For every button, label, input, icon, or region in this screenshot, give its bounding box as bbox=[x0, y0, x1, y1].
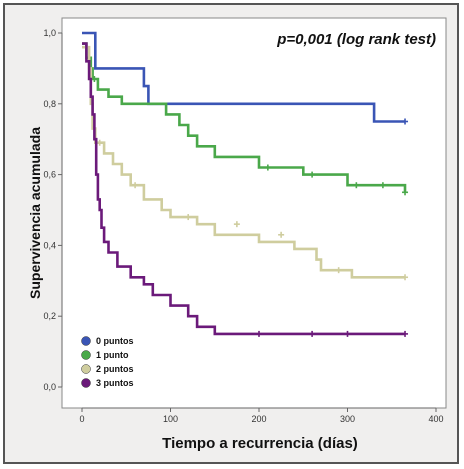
censor-mark bbox=[344, 330, 351, 337]
series-layer bbox=[82, 31, 409, 337]
legend-marker bbox=[81, 336, 91, 346]
x-axis-title: Tiempo a recurrencia (días) bbox=[162, 435, 358, 452]
legend-marker bbox=[81, 364, 91, 374]
censor-mark bbox=[309, 171, 316, 178]
censor-mark bbox=[91, 76, 98, 83]
censor-mark bbox=[379, 182, 386, 189]
censor-mark bbox=[335, 267, 342, 274]
censor-mark bbox=[278, 231, 285, 238]
censor-mark bbox=[96, 139, 103, 146]
survival-curve-series-0 bbox=[82, 31, 405, 123]
y-tick-label: 0,6 bbox=[43, 170, 56, 180]
legend: 0 puntos 1 punto 2 puntos 3 puntos bbox=[81, 336, 134, 388]
legend-label: 3 puntos bbox=[96, 378, 134, 388]
legend-marker bbox=[81, 350, 91, 360]
axes: 0 100 200 300 400 0,0 0,2 0,4 0,6 0,8 1,0 bbox=[43, 28, 443, 424]
censor-mark bbox=[309, 330, 316, 337]
censor-mark bbox=[402, 189, 409, 196]
log-rank-annotation: p=0,001 (log rank test) bbox=[276, 31, 436, 48]
x-tick-label: 300 bbox=[340, 414, 355, 424]
survival-curve-series-2 bbox=[82, 45, 405, 279]
censor-mark bbox=[132, 182, 139, 189]
legend-label: 1 punto bbox=[96, 350, 129, 360]
legend-label: 0 puntos bbox=[96, 336, 134, 346]
censor-mark bbox=[402, 118, 409, 125]
y-tick-label: 0,8 bbox=[43, 99, 56, 109]
censor-mark bbox=[264, 164, 271, 171]
survival-curve-series-3 bbox=[82, 42, 405, 336]
censor-mark bbox=[256, 330, 262, 337]
y-axis-title: Supervivencia acumulada bbox=[27, 127, 43, 299]
plot-area bbox=[61, 17, 447, 409]
x-tick-label: 0 bbox=[79, 414, 84, 424]
y-tick-label: 0,4 bbox=[43, 240, 56, 250]
y-tick-label: 1,0 bbox=[43, 28, 56, 38]
legend-label: 2 puntos bbox=[96, 364, 134, 374]
censor-mark bbox=[402, 330, 409, 337]
x-tick-label: 200 bbox=[251, 414, 266, 424]
censor-mark bbox=[233, 221, 240, 228]
censor-mark bbox=[185, 214, 192, 221]
y-tick-label: 0,2 bbox=[43, 311, 56, 321]
censor-mark bbox=[402, 274, 409, 281]
x-tick-label: 100 bbox=[163, 414, 178, 424]
y-tick-label: 0,0 bbox=[43, 382, 56, 392]
censor-mark bbox=[353, 182, 360, 189]
x-tick-label: 400 bbox=[428, 414, 443, 424]
legend-marker bbox=[81, 378, 91, 388]
survival-curve-series-1 bbox=[82, 42, 407, 193]
